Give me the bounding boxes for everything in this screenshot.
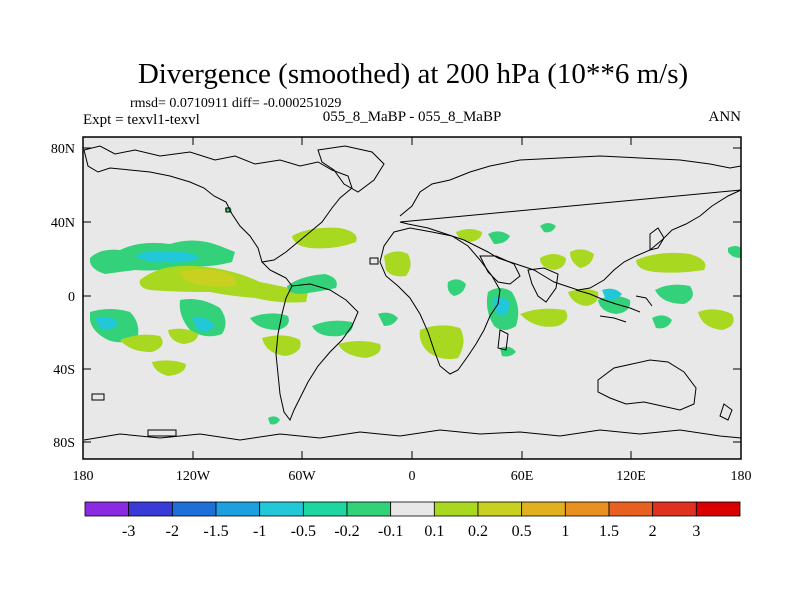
colorbar-label: 1 <box>561 523 569 540</box>
colorbar-swatch <box>390 501 435 517</box>
colorbar-swatch <box>695 501 741 517</box>
lon-label: 60W <box>288 469 316 484</box>
field-region <box>488 231 510 244</box>
coastline-australia <box>597 359 697 411</box>
field-region <box>192 317 215 332</box>
colorbar-label: -2 <box>166 523 179 540</box>
colorbar-label: 0.5 <box>512 523 532 540</box>
lat-label: 80N <box>51 142 75 157</box>
coastline-greenland <box>317 145 385 193</box>
colorbar-label: -0.5 <box>291 523 316 540</box>
field-region <box>268 416 280 425</box>
colorbar-label: 1.5 <box>599 523 619 540</box>
colorbar-swatch <box>433 501 479 517</box>
colorbar-swatch <box>521 501 566 517</box>
lon-label: 0 <box>409 469 416 484</box>
field-region <box>636 252 706 273</box>
field-region <box>378 312 398 326</box>
field-region <box>287 274 337 294</box>
colorbar-swatch <box>171 501 217 517</box>
field-region <box>520 308 568 327</box>
coastline-eurasia <box>399 155 742 291</box>
coastline-se-asia <box>575 289 653 323</box>
coastline-antarctica <box>83 429 742 441</box>
colorbar-label: 3 <box>692 523 700 540</box>
field-region <box>570 249 594 268</box>
coastline-africa <box>379 227 501 375</box>
field-region <box>540 223 556 233</box>
field-region <box>262 335 301 356</box>
lat-label: 40S <box>53 363 75 378</box>
case-label: 055_8_MaBP - 055_8_MaBP <box>323 109 502 125</box>
field-region <box>180 269 237 287</box>
stats-label: rmsd= 0.0710911 diff= -0.000251029 <box>130 96 341 111</box>
field-region <box>728 246 741 258</box>
field-region <box>419 325 464 360</box>
colorbar-label: -0.2 <box>334 523 359 540</box>
coastline-islands <box>91 207 379 437</box>
field-region <box>540 254 566 270</box>
coastline-japan <box>649 227 665 251</box>
colorbar-label: -1 <box>253 523 266 540</box>
season-label: ANN <box>709 109 742 125</box>
coastline-new-zealand <box>719 403 733 421</box>
field-region <box>655 284 693 304</box>
colorbar-swatch <box>84 501 130 517</box>
coastline-madagascar <box>497 329 509 351</box>
colorbar-label: -1.5 <box>203 523 228 540</box>
colorbar-swatch <box>608 501 654 517</box>
lat-label: 0 <box>68 290 75 305</box>
experiment-label: Expt = texvl1-texvl <box>83 112 200 128</box>
lat-label: 40N <box>51 216 75 231</box>
figure-title: Divergence (smoothed) at 200 hPa (10**6 … <box>138 58 688 90</box>
coastline-central-america <box>261 261 293 287</box>
field-region <box>493 296 510 316</box>
field-region <box>120 334 163 352</box>
field-region <box>456 229 482 242</box>
colorbar-swatch <box>215 501 261 517</box>
colorbar-label: 0.2 <box>468 523 488 540</box>
longitude-axis <box>192 137 632 459</box>
field-region <box>292 227 357 249</box>
coastline-india <box>527 267 559 303</box>
colorbar: -3 -2 -1.5 -1 -0.5 -0.2 -0.1 0.1 0.2 0.5 1 1.5 2 3 <box>84 501 741 540</box>
field-region <box>447 279 466 296</box>
field-region <box>312 320 353 337</box>
field-region <box>338 341 381 358</box>
colorbar-swatch <box>302 501 348 517</box>
field-region <box>384 251 411 277</box>
lon-label: 180 <box>731 469 752 484</box>
lat-label: 80S <box>53 436 75 451</box>
coastline-south-america <box>275 283 359 422</box>
divergence-field <box>90 207 741 425</box>
colorbar-swatch <box>346 501 392 517</box>
lon-label: 180 <box>73 469 94 484</box>
colorbar-label: -3 <box>122 523 135 540</box>
colorbar-label: 0.1 <box>424 523 444 540</box>
field-region <box>602 288 622 301</box>
map-background <box>83 137 741 459</box>
colorbar-swatch <box>259 501 304 517</box>
field-region <box>652 315 672 329</box>
lon-label: 120W <box>176 469 211 484</box>
field-region <box>135 250 200 263</box>
field-region <box>568 289 599 306</box>
colorbar-swatch <box>477 501 523 517</box>
coastline-north-america <box>83 145 353 263</box>
field-region <box>152 360 186 376</box>
colorbar-label: -0.1 <box>378 523 403 540</box>
field-region <box>168 328 198 344</box>
field-region <box>698 309 734 330</box>
latitude-axis <box>83 147 741 443</box>
colorbar-label: 2 <box>649 523 657 540</box>
lon-label: 120E <box>616 469 646 484</box>
lon-label: 60E <box>511 469 534 484</box>
coastline-arabia <box>479 255 521 285</box>
colorbar-swatch <box>652 501 697 517</box>
field-region <box>96 316 118 330</box>
coastlines <box>83 145 742 441</box>
colorbar-swatch <box>128 501 173 517</box>
colorbar-swatch <box>564 501 610 517</box>
